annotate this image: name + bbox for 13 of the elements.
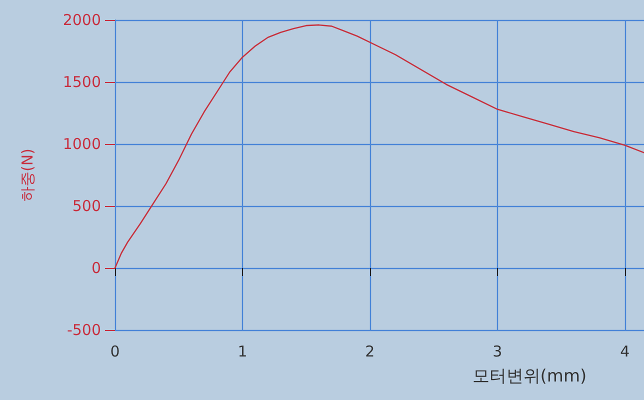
x-tick-label: 1 xyxy=(238,342,248,360)
x-tick-label: 0 xyxy=(110,342,120,360)
x-tick-label: 2 xyxy=(365,342,375,360)
x-axis-title: 모터변위(mm) xyxy=(472,366,587,386)
y-tick-label: 1500 xyxy=(62,73,101,91)
x-tick-label: 3 xyxy=(492,342,502,360)
y-tick-label: 0 xyxy=(91,259,101,277)
y-tick-label: 2000 xyxy=(62,11,101,29)
y-tick-label: 500 xyxy=(72,197,101,215)
y-tick-label: 1000 xyxy=(62,135,101,153)
y-axis-title: 하중(N) xyxy=(18,148,36,202)
y-tick-label: -500 xyxy=(66,321,101,339)
x-tick-label: 4 xyxy=(620,342,630,360)
